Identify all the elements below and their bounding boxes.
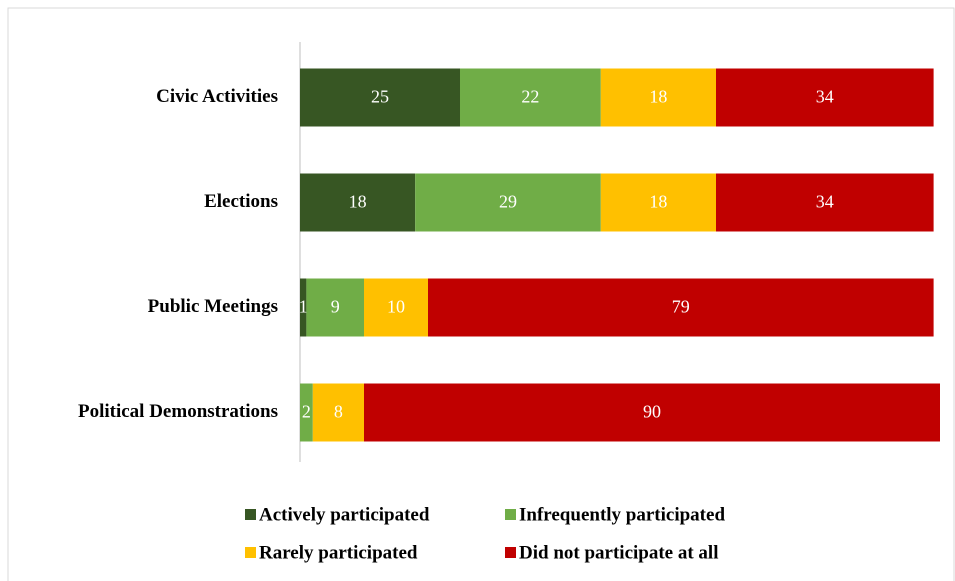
legend-swatch (505, 509, 516, 520)
legend-swatch (505, 547, 516, 558)
chart-border (7, 7, 955, 581)
data-label: 2 (302, 402, 311, 422)
data-label: 22 (521, 87, 539, 107)
legend-label: Actively participated (259, 504, 430, 525)
bar-segment (364, 383, 940, 442)
data-label: 1 (299, 297, 308, 317)
data-label: 25 (371, 87, 389, 107)
legend-swatch (245, 547, 256, 558)
data-label: 18 (349, 192, 367, 212)
legend-label: Did not participate at all (519, 542, 719, 563)
bar-segment (306, 278, 364, 337)
category-label: Political Demonstrations (78, 401, 278, 422)
legend-swatch (245, 509, 256, 520)
data-label: 9 (331, 297, 340, 317)
bar-segment (716, 173, 934, 232)
data-label: 18 (649, 192, 667, 212)
data-label: 8 (334, 402, 343, 422)
bar-segment (460, 68, 601, 127)
bar-segment (415, 173, 601, 232)
category-label: Public Meetings (148, 296, 278, 317)
bar-segment (300, 173, 416, 232)
data-label: 18 (649, 87, 667, 107)
data-label: 90 (643, 402, 661, 422)
legend-label: Infrequently participated (519, 504, 725, 525)
data-label: 34 (816, 192, 834, 212)
category-label: Civic Activities (156, 86, 278, 107)
bar-segment (312, 383, 364, 442)
bar-segment (300, 68, 460, 127)
bar-segment (428, 278, 934, 337)
bar-segment (600, 68, 716, 127)
data-label: 29 (499, 192, 517, 212)
category-label: Elections (204, 191, 278, 212)
bar-segment (364, 278, 428, 337)
bar-segment (300, 278, 307, 337)
data-label: 10 (387, 297, 405, 317)
bar-segment (716, 68, 934, 127)
data-label: 34 (816, 87, 834, 107)
data-label: 79 (672, 297, 690, 317)
bar-segment (600, 173, 716, 232)
bar-segment (300, 383, 313, 442)
legend-label: Rarely participated (259, 542, 418, 563)
